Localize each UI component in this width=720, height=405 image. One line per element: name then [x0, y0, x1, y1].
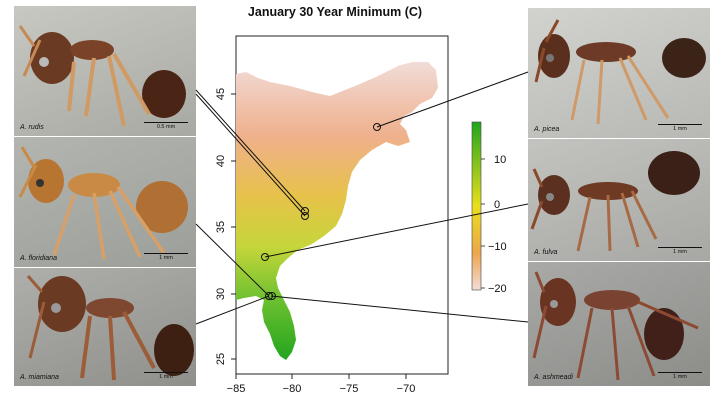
- x-axis: [235, 374, 407, 379]
- specimen-photo-floridiana: A. floridiana 1 mm: [14, 137, 196, 267]
- scale-bar: 1 mm: [658, 371, 702, 380]
- colorbar-tick-label: 0: [494, 199, 500, 211]
- x-tick-label: −80: [283, 383, 302, 395]
- site-marker: [301, 207, 309, 215]
- y-tick-label: 45: [215, 88, 227, 100]
- scale-bar: 1 mm: [144, 371, 188, 380]
- ant-illustration-icon: [26, 275, 194, 381]
- specimen-photo-picea: A. picea 1 mm: [528, 8, 710, 138]
- y-tick-label: 25: [215, 353, 227, 365]
- site-marker: [301, 212, 309, 220]
- connector-lines: [195, 71, 529, 325]
- connector-ashmeadi: [270, 295, 529, 323]
- site-marker: [373, 123, 381, 131]
- specimen-photo-miamiana: A. miamiana 1 mm: [14, 268, 196, 386]
- y-tick-label: 40: [215, 155, 227, 167]
- connector-rudis: [195, 89, 306, 212]
- site-markers: [261, 123, 381, 300]
- colorbar-tick-label: −20: [488, 283, 507, 295]
- scale-bar-label: 1 mm: [673, 249, 687, 255]
- scale-bar-label: 1 mm: [159, 255, 173, 261]
- y-axis: [231, 93, 236, 360]
- scale-bar: 1 mm: [144, 252, 188, 261]
- scale-bar: 1 mm: [658, 123, 702, 132]
- site-marker: [268, 292, 276, 300]
- land-region: [236, 62, 438, 360]
- specimen-photo-fulva: A. fulva 1 mm: [528, 139, 710, 261]
- colorbar-tick-label: −10: [488, 241, 507, 253]
- site-marker: [261, 253, 269, 261]
- x-tick-label: −70: [397, 383, 416, 395]
- species-label: A. picea: [534, 126, 560, 133]
- colorbar: [471, 121, 482, 291]
- ant-illustration-icon: [532, 271, 699, 381]
- species-label: A. floridiana: [20, 255, 57, 262]
- scale-bar-label: 1 mm: [673, 374, 687, 380]
- x-tick-label: −75: [340, 383, 359, 395]
- map-title: January 30 Year Minimum (C): [247, 5, 423, 19]
- ant-illustration-icon: [534, 19, 706, 125]
- colorbar-tick-label: 10: [494, 154, 506, 166]
- connector-rudis: [195, 93, 306, 217]
- y-tick-label: 30: [215, 288, 227, 300]
- species-label: A. fulva: [534, 249, 558, 256]
- connector-fulva: [264, 203, 529, 258]
- species-label: A. rudis: [20, 124, 44, 131]
- scale-bar: 0.5 mm: [144, 121, 188, 130]
- species-label: A. ashmeadi: [534, 374, 573, 381]
- colorbar-ticks: [481, 158, 485, 289]
- scale-bar: 1 mm: [658, 246, 702, 255]
- connector-floridiana: [195, 223, 270, 297]
- scale-bar-label: 1 mm: [159, 374, 173, 380]
- species-label: A. miamiana: [20, 374, 59, 381]
- specimen-photo-ashmeadi: A. ashmeadi 1 mm: [528, 262, 710, 386]
- scale-bar-label: 0.5 mm: [156, 124, 176, 130]
- x-tick-label: −85: [227, 383, 246, 395]
- ant-illustration-icon: [18, 25, 186, 127]
- ant-illustration-icon: [530, 151, 700, 252]
- site-marker: [265, 292, 273, 300]
- y-tick-label: 35: [215, 221, 227, 233]
- specimen-photo-rudis: A. rudis 0.5 mm: [14, 6, 196, 136]
- connector-miamiana: [195, 295, 270, 325]
- scale-bar-label: 1 mm: [673, 126, 687, 132]
- ant-illustration-icon: [18, 146, 188, 260]
- connector-picea: [376, 71, 529, 128]
